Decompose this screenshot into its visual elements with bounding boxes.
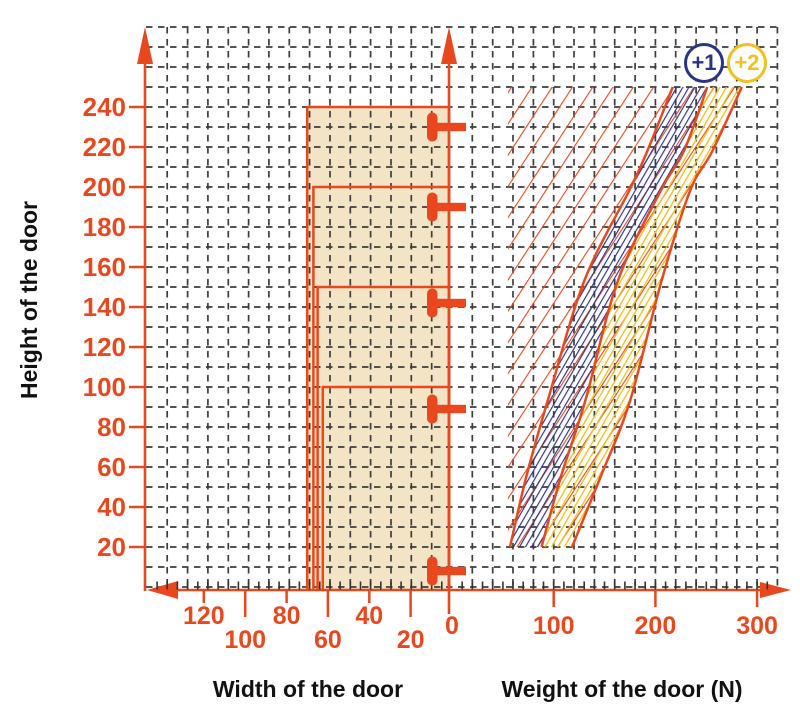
y-tick-label: 180 (83, 212, 126, 242)
y-tick-label: 120 (83, 332, 126, 362)
weight-zones (507, 86, 743, 548)
door-handle-icon (427, 288, 438, 318)
y-tick-label: 80 (97, 412, 126, 442)
width-axis-title: Width of the door (212, 676, 404, 702)
door-handle-icon (436, 566, 466, 576)
door-handle-icon (436, 122, 466, 132)
door-handle-icon (427, 394, 438, 424)
y-tick-label: 20 (97, 532, 126, 562)
width-tick-label: 120 (183, 602, 225, 630)
weight-axis-title: Weight of the door (N) (501, 676, 743, 702)
zone-plus2-band (541, 87, 742, 547)
width-tick-label: 80 (273, 602, 301, 630)
y-tick-label: 40 (97, 492, 126, 522)
origin-tick-label: 0 (445, 612, 459, 640)
weight-tick-label: 100 (533, 612, 575, 640)
door-handle-icon (427, 556, 438, 586)
y-tick-label: 220 (83, 132, 126, 162)
width-tick-label: 60 (314, 626, 342, 654)
door-handle-icon (427, 192, 438, 222)
width-tick-label: 40 (355, 602, 383, 630)
curve-plus1-to-plus2 (540, 86, 709, 548)
door-handle-icon (436, 404, 466, 414)
door-handle-icon (436, 202, 466, 212)
y-tick-label: 100 (83, 372, 126, 402)
width-tick-label: 100 (224, 626, 266, 654)
weight-tick-label: 200 (635, 612, 677, 640)
y-tick-label: 240 (83, 92, 126, 122)
handle-markers (427, 112, 466, 586)
zone-plus1-band (510, 87, 708, 547)
weight-axis-arrow-icon (760, 582, 791, 598)
door-silhouette-fills (307, 107, 450, 589)
minor-ticks (156, 581, 769, 590)
curve-plus2-outer (570, 86, 743, 548)
y-tick-label: 140 (83, 292, 126, 322)
height-axis-arrow-icon (137, 27, 153, 64)
y-tick-label: 60 (97, 452, 126, 482)
y-tick-label: 200 (83, 172, 126, 202)
y-axis-title: Height of the door (16, 200, 42, 400)
door-handle-icon (427, 112, 438, 142)
width-axis-arrow-icon (147, 581, 178, 599)
weight-tick-label: 300 (736, 612, 778, 640)
center-axis-arrow-icon (441, 27, 457, 64)
door-handle-icon (436, 298, 466, 308)
legend-badge-plus1: +1 (684, 43, 724, 83)
width-tick-label: 20 (397, 626, 425, 654)
curve-base-to-plus1 (508, 86, 674, 548)
legend-badge-plus2: +2 (727, 43, 767, 83)
y-tick-label: 160 (83, 252, 126, 282)
